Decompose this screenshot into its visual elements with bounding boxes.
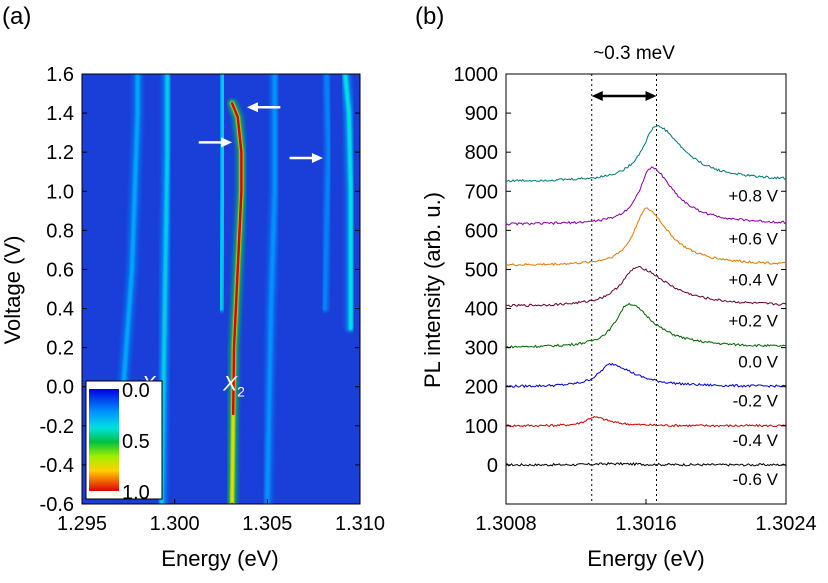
spectra-y-ticks: 0 100 200 300 400 500 600 700 800 900 1000	[454, 64, 786, 477]
y-tick-label: 1.4	[46, 103, 74, 125]
y-tick-label: 1.0	[46, 181, 74, 203]
x-tick-label: 1.3024	[755, 513, 816, 535]
y-tick-label: 800	[465, 142, 498, 164]
voltage-label: -0.2 V	[733, 392, 779, 411]
y-tick-label: 700	[465, 181, 498, 203]
y-tick-label: 900	[465, 103, 498, 125]
y-tick-label: 1.2	[46, 142, 74, 164]
heatmap-x-ticks: 1.295 1.300 1.305 1.310	[57, 499, 385, 535]
x-tick-label: 1.3008	[475, 513, 536, 535]
y-tick-label: 0	[487, 455, 498, 477]
x-tick-label: 1.310	[335, 513, 385, 535]
spectra-y-axis-label: PL intensity (arb. u.)	[420, 192, 445, 388]
colorbar-label: 1.0	[122, 482, 150, 504]
arrow-head	[311, 153, 323, 164]
arrow-head	[246, 102, 258, 113]
panel-b-label: (b)	[415, 3, 444, 30]
spectra-x-axis-label: Energy (eV)	[587, 546, 704, 571]
spectra-series	[506, 124, 786, 467]
panel-a-label: (a)	[2, 3, 31, 30]
x-tick-label: 1.3016	[615, 513, 676, 535]
colorbar-labels: 0.0 0.5 1.0	[122, 380, 150, 504]
spectra-frame	[505, 73, 787, 505]
white-arrows	[198, 102, 323, 164]
line-X1	[159, 74, 170, 504]
y-tick-label: 1.6	[46, 64, 74, 86]
line-core-X2	[230, 102, 243, 504]
y-tick-label: -0.4	[40, 455, 74, 477]
spectrum--0.2 V	[506, 362, 786, 389]
linewidth-double-arrow	[591, 91, 657, 101]
voltage-label: 0.0 V	[738, 353, 778, 372]
emission-lines	[114, 74, 356, 504]
double-arrow-head-right	[645, 91, 657, 101]
line-line-1.3026	[219, 74, 225, 311]
y-tick-label: 200	[465, 377, 498, 399]
spectrum--0.6 V	[506, 461, 786, 467]
dotted-reference-lines	[591, 74, 657, 504]
y-tick-label: -0.2	[40, 416, 74, 438]
voltage-label: +0.8 V	[728, 187, 778, 206]
colorbar: 0.0 0.5 1.0	[85, 380, 163, 504]
x-tick-label: 1.300	[150, 513, 200, 535]
heatmap-y-ticks: -0.6 -0.4 -0.2 0.0 0.2 0.4 0.6 0.8 1.0 1.2 1.4 1.6	[40, 64, 360, 516]
heatmap-frame	[81, 73, 361, 505]
spectrum-+0.2 V	[506, 265, 786, 308]
line-line-1.3082	[322, 74, 331, 311]
y-tick-label: 0.0	[46, 377, 74, 399]
heatmap-y-axis-label: Voltage (V)	[0, 236, 25, 345]
spectrum-+0.8 V	[506, 124, 786, 183]
y-tick-label: 0.2	[46, 338, 74, 360]
voltage-labels: -0.6 V -0.4 V -0.2 V 0.0 V +0.2 V +0.4 V +0.6 …	[728, 187, 778, 489]
y-tick-label: 0.4	[46, 299, 74, 321]
arrow-head	[221, 137, 233, 148]
voltage-label: -0.6 V	[733, 470, 779, 489]
line-line-1.3053	[265, 74, 277, 504]
y-tick-label: 400	[465, 299, 498, 321]
voltage-label: +0.4 V	[728, 271, 778, 290]
y-tick-label: 0.8	[46, 220, 74, 242]
colorbar-gradient	[89, 389, 119, 491]
linewidth-annotation: ~0.3 meV	[593, 43, 675, 64]
y-tick-label: 0.6	[46, 259, 74, 281]
spectrum-0.0 V	[506, 302, 786, 349]
voltage-label: +0.2 V	[728, 312, 778, 331]
y-tick-label: -0.6	[40, 494, 74, 516]
line-line-1.3095	[343, 74, 353, 331]
colorbar-label: 0.0	[122, 380, 150, 402]
spectra-plot	[505, 73, 787, 505]
spectrum-+0.4 V	[506, 207, 786, 267]
spectrum-+0.6 V	[506, 166, 786, 226]
y-tick-label: 300	[465, 338, 498, 360]
spectra-x-ticks: 1.3008 1.3016 1.3024	[475, 499, 817, 535]
spectrum--0.4 V	[506, 416, 786, 428]
voltage-label: -0.4 V	[733, 431, 779, 450]
y-tick-label: 100	[465, 416, 498, 438]
x-tick-label: 1.305	[242, 513, 292, 535]
line-line-1.2977	[117, 74, 140, 448]
double-arrow-head-left	[591, 91, 603, 101]
x-tick-label: 1.295	[57, 513, 107, 535]
voltage-label: +0.6 V	[728, 230, 778, 249]
y-tick-label: 600	[465, 220, 498, 242]
y-tick-label: 500	[465, 259, 498, 281]
y-tick-label: 1000	[454, 64, 499, 86]
colorbar-label: 0.5	[122, 431, 150, 453]
heatmap-x-axis-label: Energy (eV)	[161, 546, 278, 571]
